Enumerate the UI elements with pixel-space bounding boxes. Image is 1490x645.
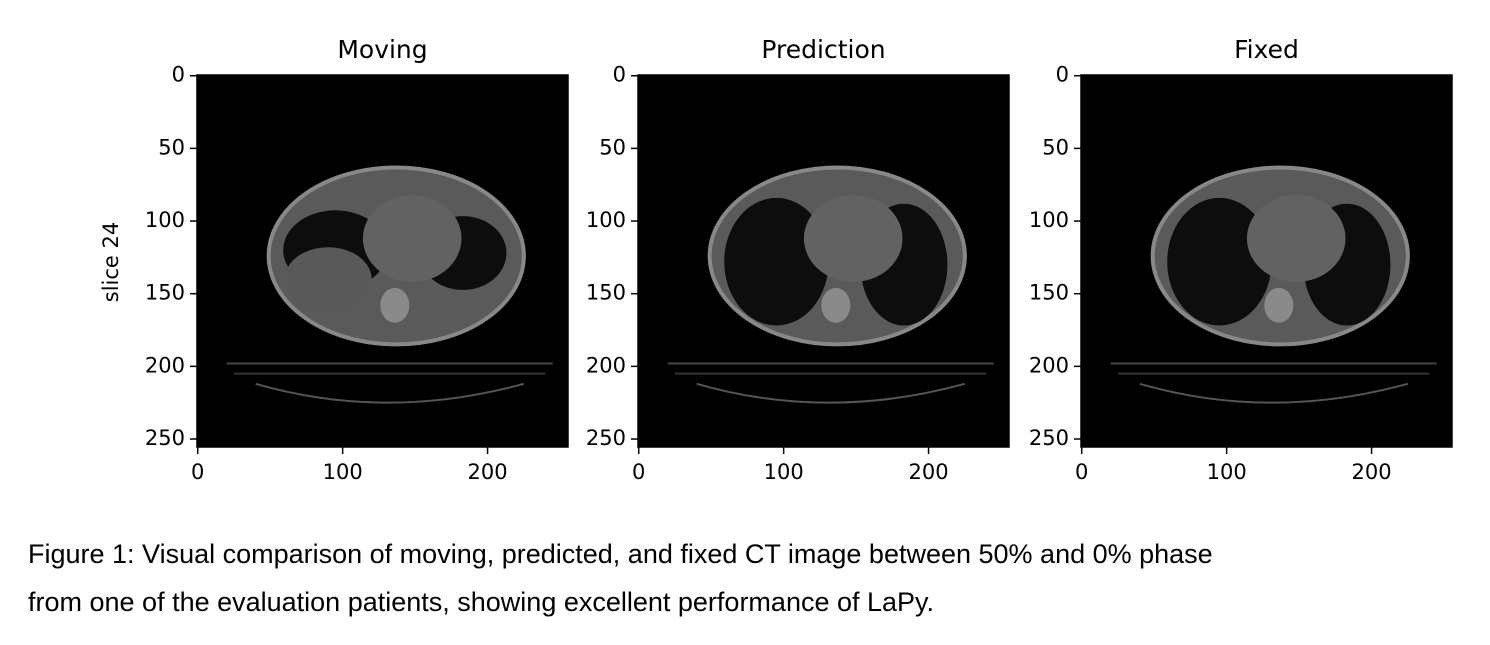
y-tick-label: 250 bbox=[586, 426, 626, 450]
y-tick-label: 150 bbox=[145, 281, 185, 305]
liver bbox=[284, 247, 372, 312]
y-tick-label: 0 bbox=[1056, 63, 1069, 87]
y-tick-label: 50 bbox=[599, 135, 626, 159]
spine bbox=[380, 287, 410, 323]
ct-image bbox=[197, 75, 568, 447]
x-tick-label: 200 bbox=[468, 460, 508, 484]
panel-title: Moving bbox=[337, 35, 427, 64]
y-tick-label: 0 bbox=[172, 63, 185, 87]
lung bbox=[724, 197, 829, 326]
y-tick-label: 50 bbox=[1042, 135, 1069, 159]
x-tick-label: 200 bbox=[1352, 460, 1392, 484]
axes-frame bbox=[196, 74, 569, 448]
y-tick-label: 250 bbox=[145, 426, 185, 450]
y-tick-label: 150 bbox=[586, 281, 626, 305]
y-tick-label: 100 bbox=[1029, 208, 1069, 232]
y-tick-label: 0 bbox=[613, 63, 626, 87]
spine bbox=[821, 287, 851, 323]
axes-frame bbox=[1080, 74, 1453, 448]
y-tick-label: 200 bbox=[145, 353, 185, 377]
caption-line: from one of the evaluation patients, sho… bbox=[28, 587, 934, 617]
bed-curve bbox=[696, 382, 966, 404]
x-tick-label: 0 bbox=[632, 460, 645, 484]
ct-image bbox=[1081, 75, 1452, 447]
axes-frame bbox=[637, 74, 1010, 448]
caption-line: Figure 1: Visual comparison of moving, p… bbox=[28, 539, 1213, 569]
spine bbox=[1264, 287, 1294, 323]
panel-title: Prediction bbox=[761, 35, 885, 64]
x-tick-label: 100 bbox=[1207, 460, 1247, 484]
y-axis-label: slice 24 bbox=[99, 222, 123, 302]
y-tick-label: 250 bbox=[1029, 426, 1069, 450]
y-tick-label: 50 bbox=[158, 135, 185, 159]
panel-title: Fixed bbox=[1234, 35, 1299, 64]
x-tick-label: 100 bbox=[764, 460, 804, 484]
y-tick-label: 200 bbox=[586, 353, 626, 377]
heart bbox=[803, 194, 903, 282]
y-tick-label: 100 bbox=[145, 208, 185, 232]
y-tick-label: 100 bbox=[586, 208, 626, 232]
x-tick-label: 200 bbox=[909, 460, 949, 484]
lung bbox=[1167, 197, 1272, 326]
ct-image bbox=[638, 75, 1009, 447]
bed-curve bbox=[1139, 382, 1409, 404]
heart bbox=[362, 194, 462, 282]
x-tick-label: 0 bbox=[1075, 460, 1088, 484]
x-tick-label: 0 bbox=[191, 460, 204, 484]
y-tick-label: 150 bbox=[1029, 281, 1069, 305]
heart bbox=[1246, 194, 1346, 282]
y-tick-label: 200 bbox=[1029, 353, 1069, 377]
x-tick-label: 100 bbox=[323, 460, 363, 484]
bed-curve bbox=[255, 382, 525, 404]
